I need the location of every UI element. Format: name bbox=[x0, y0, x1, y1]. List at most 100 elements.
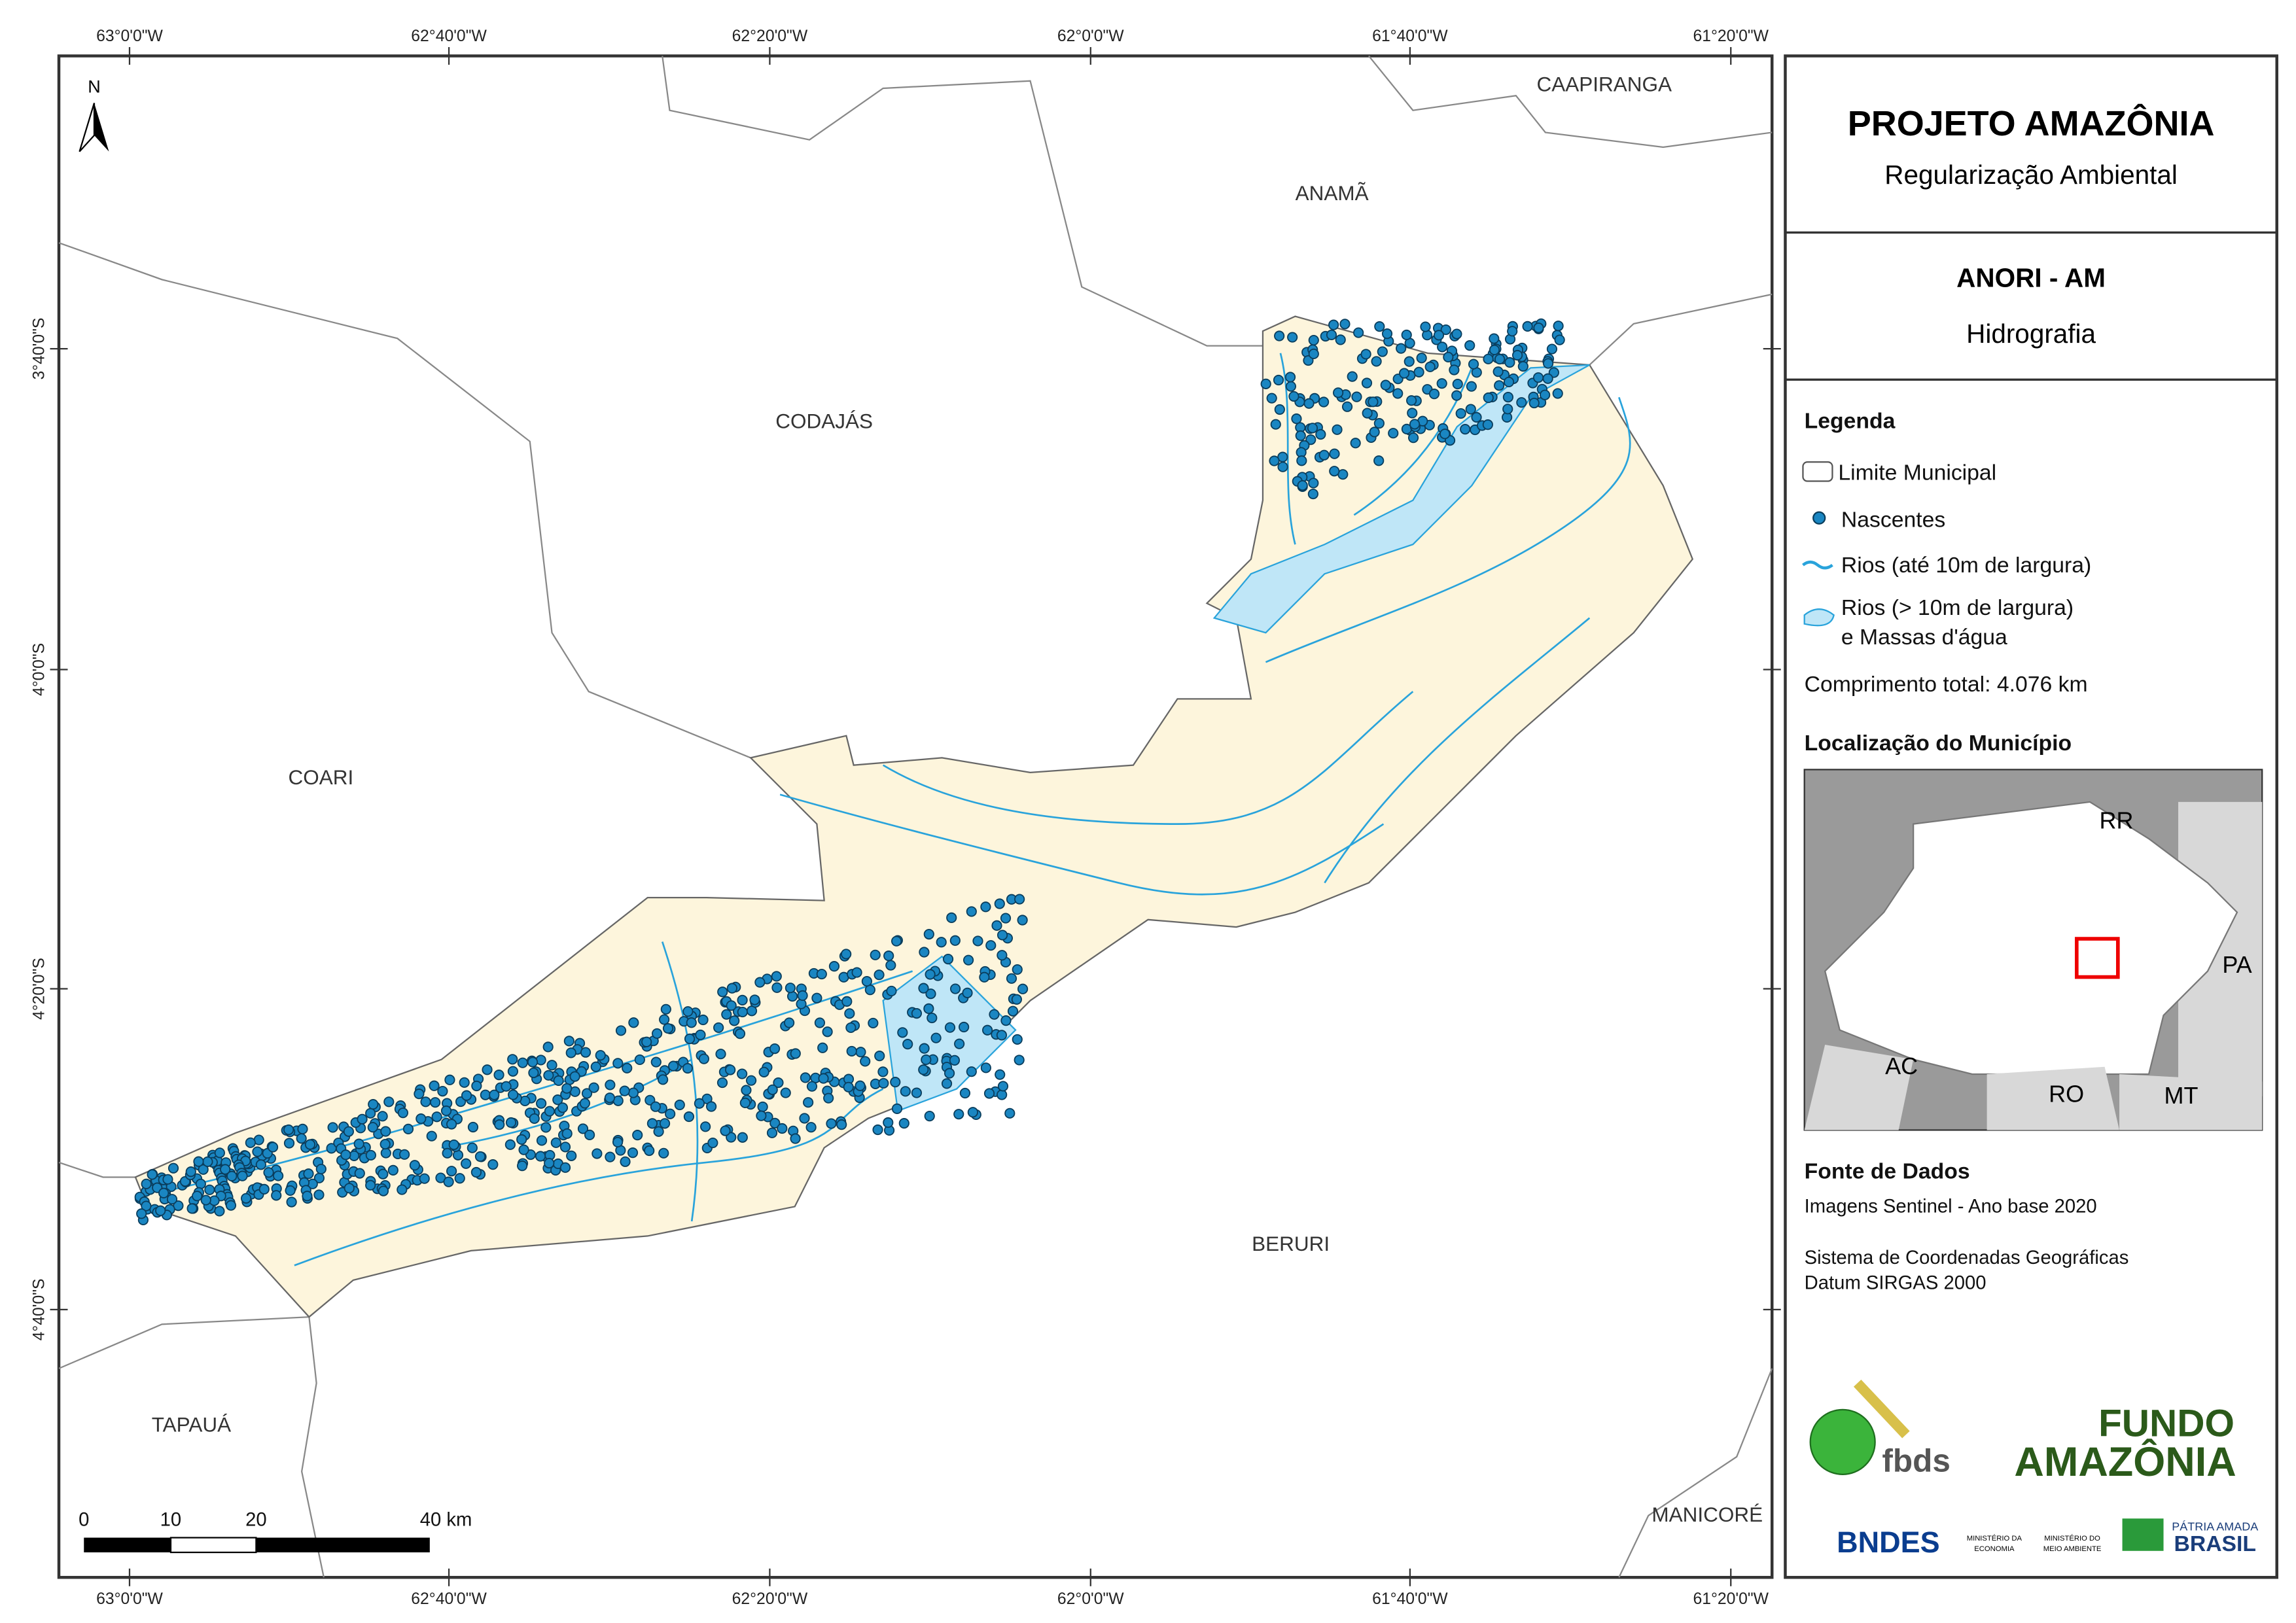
spring bbox=[1542, 373, 1553, 384]
spring bbox=[1466, 381, 1477, 392]
lat-label: 4°20'0"S bbox=[31, 958, 48, 1020]
place-label: ANAMÃ bbox=[1296, 181, 1369, 205]
spring bbox=[665, 1108, 676, 1119]
spring bbox=[168, 1162, 179, 1174]
legend-item: Rios (> 10m de largura) bbox=[1841, 595, 2074, 620]
spring bbox=[166, 1194, 178, 1205]
spring bbox=[1307, 488, 1318, 500]
spring bbox=[985, 940, 997, 951]
spring bbox=[612, 1058, 624, 1069]
spring bbox=[1308, 334, 1319, 346]
spring bbox=[1532, 372, 1544, 383]
spring bbox=[1436, 378, 1447, 389]
spring bbox=[546, 1060, 557, 1071]
spring bbox=[315, 1163, 327, 1175]
spring bbox=[1428, 389, 1440, 400]
spring bbox=[136, 1208, 147, 1219]
panel-subtitle: Regularização Ambiental bbox=[1884, 160, 2178, 190]
spring bbox=[1291, 413, 1302, 425]
lon-label: 62°20'0"W bbox=[732, 27, 808, 45]
spring bbox=[380, 1138, 391, 1150]
spring bbox=[883, 951, 894, 962]
spring bbox=[1333, 387, 1344, 398]
neighbour-state bbox=[1987, 1066, 2120, 1130]
side-panel: PROJETO AMAZÔNIA Regularização Ambiental… bbox=[1784, 54, 2278, 1579]
spring bbox=[1295, 430, 1306, 442]
sources-title: Fonte de Dados bbox=[1805, 1159, 1970, 1184]
boundary bbox=[662, 56, 1263, 347]
spring bbox=[949, 983, 961, 994]
logo-text: MINISTÉRIO DA bbox=[1967, 1534, 2022, 1543]
spring bbox=[627, 1087, 639, 1098]
spring bbox=[861, 975, 872, 987]
spring bbox=[590, 1061, 601, 1072]
spring bbox=[860, 1056, 871, 1067]
spring bbox=[226, 1170, 238, 1181]
spring bbox=[588, 1082, 599, 1093]
spring bbox=[972, 935, 983, 947]
spring bbox=[1471, 411, 1482, 423]
spring bbox=[365, 1149, 376, 1161]
spring bbox=[749, 994, 760, 1005]
scale-label: 40 km bbox=[420, 1510, 472, 1531]
spring bbox=[658, 1147, 669, 1159]
spring bbox=[263, 1167, 274, 1178]
spring bbox=[921, 1054, 932, 1066]
spring bbox=[816, 968, 827, 980]
spring bbox=[267, 1142, 279, 1153]
spring bbox=[437, 1085, 448, 1097]
spring bbox=[340, 1149, 351, 1161]
spring bbox=[997, 1081, 1009, 1092]
spring bbox=[883, 1117, 894, 1128]
spring bbox=[644, 1145, 655, 1157]
spring bbox=[604, 1092, 616, 1104]
spring bbox=[868, 1017, 879, 1029]
spring bbox=[493, 1070, 504, 1081]
spring bbox=[1406, 395, 1417, 406]
spring bbox=[1347, 371, 1358, 382]
spring bbox=[561, 1083, 573, 1094]
place-label: CODAJÁS bbox=[775, 410, 873, 433]
spring bbox=[518, 1144, 529, 1155]
spring bbox=[1546, 343, 1558, 355]
spring bbox=[1274, 330, 1285, 341]
municipality: ANORI - AM bbox=[1956, 263, 2106, 293]
legend-total: Comprimento total: 4.076 km bbox=[1805, 672, 2088, 697]
spring bbox=[716, 1077, 728, 1089]
spring bbox=[442, 1147, 453, 1159]
spring bbox=[241, 1193, 252, 1204]
spring bbox=[1507, 326, 1518, 337]
spring bbox=[383, 1096, 395, 1108]
spring bbox=[454, 1173, 465, 1184]
spring bbox=[967, 1107, 978, 1118]
place-label: CAAPIRANGA bbox=[1537, 72, 1672, 96]
spring bbox=[667, 1060, 679, 1072]
spring bbox=[1270, 419, 1281, 430]
scale-segment bbox=[169, 1537, 257, 1554]
spring bbox=[569, 1071, 580, 1082]
spring bbox=[966, 1066, 977, 1077]
neighbour-state bbox=[1804, 1045, 1914, 1130]
spring bbox=[1335, 334, 1346, 345]
spring bbox=[729, 1015, 740, 1026]
spring bbox=[1362, 408, 1373, 419]
spring bbox=[855, 1080, 866, 1091]
spring bbox=[1377, 346, 1388, 357]
spring bbox=[1012, 964, 1023, 975]
scale-label: 0 bbox=[79, 1510, 89, 1531]
spring bbox=[996, 1030, 1008, 1041]
spring bbox=[507, 1054, 518, 1065]
state-label: PA bbox=[2222, 951, 2252, 978]
spring bbox=[1285, 381, 1297, 392]
spring bbox=[1315, 428, 1326, 440]
neighbour-state bbox=[2119, 1074, 2263, 1130]
lon-label: 61°40'0"W bbox=[1372, 1590, 1448, 1608]
place-label: BERURI bbox=[1252, 1232, 1330, 1255]
place-label: MANICORÉ bbox=[1651, 1503, 1763, 1526]
spring bbox=[1437, 341, 1448, 353]
spring bbox=[1553, 321, 1564, 332]
spring bbox=[141, 1178, 152, 1189]
location-title: Localização do Município bbox=[1805, 731, 2072, 756]
place-label: COARI bbox=[289, 765, 354, 789]
spring bbox=[1396, 343, 1407, 354]
